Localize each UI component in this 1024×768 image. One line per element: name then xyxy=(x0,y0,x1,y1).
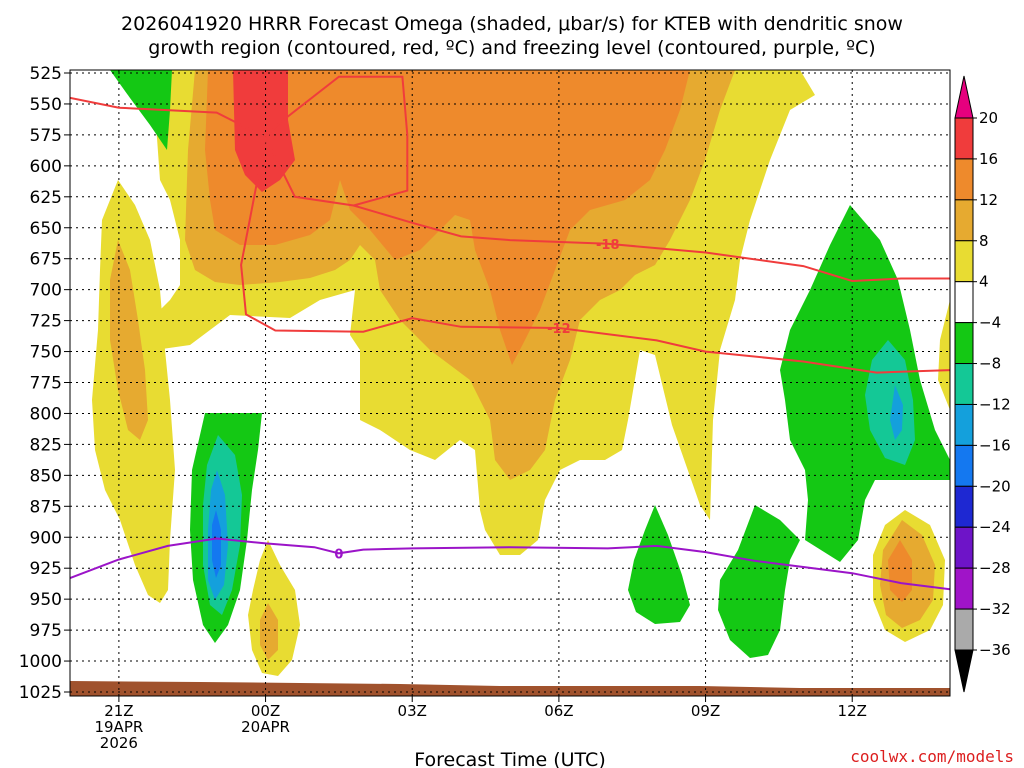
colorbar-bottom-arrow xyxy=(954,649,974,693)
colorbar-bin xyxy=(954,608,974,651)
watermark: coolwx.com/models xyxy=(850,747,1014,766)
omega-region-green-topleft xyxy=(110,70,172,150)
omega-region-bluedeep-left xyxy=(212,510,221,578)
colorbar-label: −4 xyxy=(979,314,1001,332)
colorbar-label: −24 xyxy=(979,518,1011,536)
colorbar-label: −32 xyxy=(979,600,1011,618)
y-tick-label: 850 xyxy=(30,466,62,486)
omega-region-green-mid xyxy=(628,505,690,624)
colorbar-label: 8 xyxy=(979,232,989,250)
colorbar-bin xyxy=(954,444,974,487)
colorbar-label: −20 xyxy=(979,477,1011,495)
x-tick-label: 12Z xyxy=(838,702,867,720)
y-tick-label: 550 xyxy=(30,95,62,115)
colorbar: 20 16 12 8 4 −4 −8 −12 −16 −20 −24 −28 −32 −36 xyxy=(954,75,1011,693)
x-tick-label: 09Z xyxy=(691,702,720,720)
y-tick-label: 1000 xyxy=(19,652,62,672)
colorbar-bin xyxy=(954,322,974,365)
y-tick-label: 875 xyxy=(30,497,62,517)
x-tick-label: 21Z xyxy=(104,702,133,720)
contour-label--18: -18 xyxy=(596,238,620,253)
colorbar-bin xyxy=(954,199,974,242)
contour-line-0 xyxy=(70,537,950,591)
x-tick-label: 20APR xyxy=(241,718,290,736)
colorbar-bin xyxy=(954,526,974,569)
colorbar-label: −28 xyxy=(979,559,1011,577)
colorbar-label: 16 xyxy=(979,150,998,168)
colorbar-bin xyxy=(954,363,974,405)
omega-region-blue-right xyxy=(890,385,903,440)
contour-label-0: 0 xyxy=(334,547,343,562)
y-tick-label: 750 xyxy=(30,343,62,363)
x-axis-label: Forecast Time (UTC) xyxy=(414,749,605,768)
y-tick-label: 575 xyxy=(30,126,62,146)
colorbar-label: −16 xyxy=(979,436,1011,454)
omega-shading xyxy=(92,70,950,676)
colorbar-bin xyxy=(954,240,974,283)
x-tick-label: 19APR xyxy=(94,718,143,736)
omega-region-red xyxy=(233,70,295,192)
grid-lines xyxy=(70,70,950,696)
colorbar-label: −12 xyxy=(979,395,1011,413)
y-tick-label: 1025 xyxy=(19,683,62,703)
colorbar-top-arrow xyxy=(954,75,974,119)
omega-region-orange-right xyxy=(888,540,912,602)
contour-line-dgz-upper-boundary xyxy=(264,75,409,207)
y-tick-label: 725 xyxy=(30,312,62,332)
colorbar-bin xyxy=(954,403,974,446)
y-tick-label: 525 xyxy=(30,64,62,84)
x-tick-label: 2026 xyxy=(100,734,138,752)
contour-lines: -18 -12 0 xyxy=(70,75,950,591)
colorbar-bin xyxy=(954,281,974,324)
y-tick-label: 925 xyxy=(30,559,62,579)
y-tick-label: 950 xyxy=(30,590,62,610)
x-tick-label: 03Z xyxy=(398,702,427,720)
y-tick-label: 825 xyxy=(30,435,62,455)
colorbar-label: −8 xyxy=(979,355,1001,373)
colorbar-label: 12 xyxy=(979,191,998,209)
omega-region-green-mid2 xyxy=(718,505,800,658)
y-tick-label: 600 xyxy=(30,157,62,177)
chart-title-line2: growth region (contoured, red, ºC) and f… xyxy=(148,37,875,59)
y-tick-label: 975 xyxy=(30,621,62,641)
y-tick-label: 675 xyxy=(30,250,62,270)
colorbar-label: −36 xyxy=(979,641,1011,659)
y-tick-label: 625 xyxy=(30,188,62,208)
omega-region-gold-lowleft xyxy=(260,603,278,660)
omega-region-orange xyxy=(205,70,690,365)
chart-title-line1: 2026041920 HRRR Forecast Omega (shaded, … xyxy=(121,13,903,35)
contour-line-dgz-left-boundary xyxy=(240,137,950,374)
omega-region-green-right xyxy=(780,205,950,562)
colorbar-bin xyxy=(954,567,974,610)
contour-label--12: -12 xyxy=(547,322,571,337)
colorbar-label: 4 xyxy=(979,273,989,291)
x-tick-label: 06Z xyxy=(544,702,573,720)
y-tick-label: 800 xyxy=(30,404,62,424)
colorbar-bin xyxy=(954,117,974,160)
colorbar-bin xyxy=(954,158,974,201)
y-tick-label: 700 xyxy=(30,281,62,301)
contour-line--18 xyxy=(70,96,950,283)
plot-area: -18 -12 0 xyxy=(70,70,950,696)
y-tick-label: 650 xyxy=(30,219,62,239)
y-tick-label: 900 xyxy=(30,528,62,548)
colorbar-label: 20 xyxy=(979,109,998,127)
y-tick-label: 775 xyxy=(30,374,62,394)
y-axis: 525 550 575 600 625 650 675 700 725 750 775 800 825 8… xyxy=(19,64,70,703)
colorbar-bin xyxy=(954,485,974,528)
x-tick-label: 00Z xyxy=(251,702,280,720)
